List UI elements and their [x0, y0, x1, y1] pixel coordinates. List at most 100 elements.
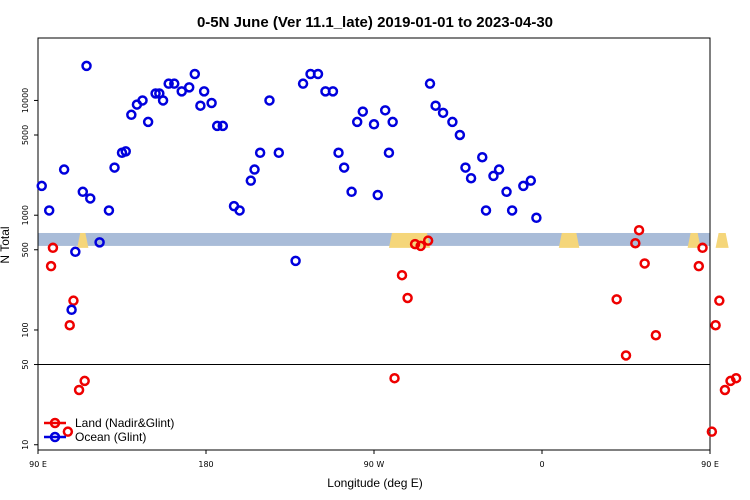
- ocean-point: [447, 116, 458, 128]
- land-point: [64, 319, 75, 331]
- ocean-point: [372, 189, 383, 201]
- land-point: [611, 294, 622, 305]
- x-tick-label: 90 E: [29, 460, 47, 469]
- ocean-point: [346, 186, 357, 198]
- data-points: [36, 60, 742, 437]
- land-point: [47, 242, 59, 254]
- land-point: [409, 238, 421, 250]
- ocean-point: [81, 60, 92, 72]
- ocean-point: [368, 119, 380, 130]
- x-tick-label: 90 W: [364, 460, 385, 469]
- ocean-point: [211, 120, 223, 132]
- land-point: [706, 426, 718, 437]
- land-point: [730, 372, 742, 384]
- y-tick-label: 10000: [21, 88, 30, 113]
- ocean-point: [189, 68, 201, 80]
- land-point: [45, 260, 57, 272]
- ocean-point: [58, 164, 70, 175]
- band-land-segment: [558, 232, 580, 248]
- land-point: [639, 258, 650, 269]
- ocean-point: [264, 95, 275, 106]
- land-point: [396, 269, 408, 281]
- ocean-point: [77, 186, 89, 198]
- ocean-point: [460, 162, 471, 173]
- legend-label: Ocean (Glint): [75, 430, 146, 444]
- x-tick-label: 90 E: [701, 460, 719, 469]
- y-tick-label: 50: [21, 359, 30, 369]
- ocean-point: [383, 147, 395, 159]
- ocean-point: [163, 78, 174, 89]
- x-tick-label: 0: [539, 460, 544, 469]
- y-tick-label: 100: [21, 322, 30, 337]
- ocean-point: [477, 151, 488, 163]
- land-point: [422, 235, 434, 246]
- ocean-point: [488, 170, 499, 182]
- coverage-band: [38, 232, 729, 248]
- land-point: [633, 224, 645, 236]
- y-tick-label: 500: [21, 242, 30, 257]
- y-tick-label: 10: [21, 440, 30, 450]
- ocean-point: [249, 164, 260, 175]
- ocean-point: [176, 86, 187, 97]
- land-point: [79, 375, 90, 387]
- ocean-point: [518, 180, 529, 192]
- x-tick-label: 180: [198, 460, 213, 469]
- y-axis: 10 50 100 500 1000 5000 10000: [21, 88, 38, 450]
- band-land-segment: [687, 232, 701, 248]
- land-point: [389, 372, 400, 384]
- ocean-point: [357, 106, 369, 117]
- land-point: [68, 295, 79, 306]
- land-point: [714, 295, 725, 306]
- x-axis: 90 E 180 90 W 0 90 E: [29, 450, 719, 469]
- ocean-point: [333, 147, 344, 159]
- ocean-point: [157, 95, 169, 106]
- ocean-point: [142, 116, 154, 128]
- ocean-point: [480, 205, 492, 216]
- ocean-point: [245, 175, 257, 186]
- legend-marker: [49, 431, 61, 443]
- land-point: [710, 319, 721, 331]
- ocean-point: [36, 180, 47, 192]
- ocean-point: [327, 86, 339, 97]
- ocean-point: [169, 78, 180, 89]
- land-point: [73, 384, 85, 396]
- ocean-point: [525, 175, 537, 186]
- ocean-point: [126, 109, 137, 121]
- ocean-point: [195, 100, 206, 111]
- ocean-point: [297, 78, 309, 89]
- ocean-point: [70, 246, 81, 258]
- ocean-point: [501, 186, 512, 198]
- ocean-point: [338, 162, 350, 173]
- ocean-point: [234, 205, 245, 216]
- land-point: [62, 426, 74, 437]
- ocean-point: [120, 146, 131, 157]
- ocean-point: [103, 205, 115, 216]
- ocean-point: [206, 97, 217, 109]
- ocean-point: [94, 237, 105, 248]
- band-land-segment: [77, 232, 89, 248]
- ocean-point: [150, 88, 161, 99]
- legend-marker: [49, 417, 61, 429]
- ocean-point: [387, 116, 398, 128]
- ocean-point: [183, 82, 195, 93]
- ocean-point: [273, 147, 285, 159]
- ocean-point: [531, 212, 542, 224]
- ocean-point: [493, 164, 505, 175]
- x-axis-label: Longitude (deg E): [327, 476, 422, 490]
- band-ocean: [38, 232, 710, 246]
- band-land-segment: [715, 232, 729, 248]
- ocean-point: [379, 105, 391, 116]
- ocean-point: [198, 86, 210, 97]
- ocean-point: [85, 193, 96, 204]
- ocean-point: [312, 68, 324, 80]
- ocean-point: [437, 107, 449, 119]
- ocean-point: [351, 116, 363, 128]
- y-axis-label: N Total: [0, 226, 12, 263]
- ocean-point: [109, 162, 120, 173]
- y-tick-label: 1000: [21, 205, 30, 225]
- land-point: [630, 237, 641, 249]
- chart-title: 0-5N June (Ver 11.1_late) 2019-01-01 to …: [197, 14, 553, 31]
- ocean-point: [137, 95, 148, 106]
